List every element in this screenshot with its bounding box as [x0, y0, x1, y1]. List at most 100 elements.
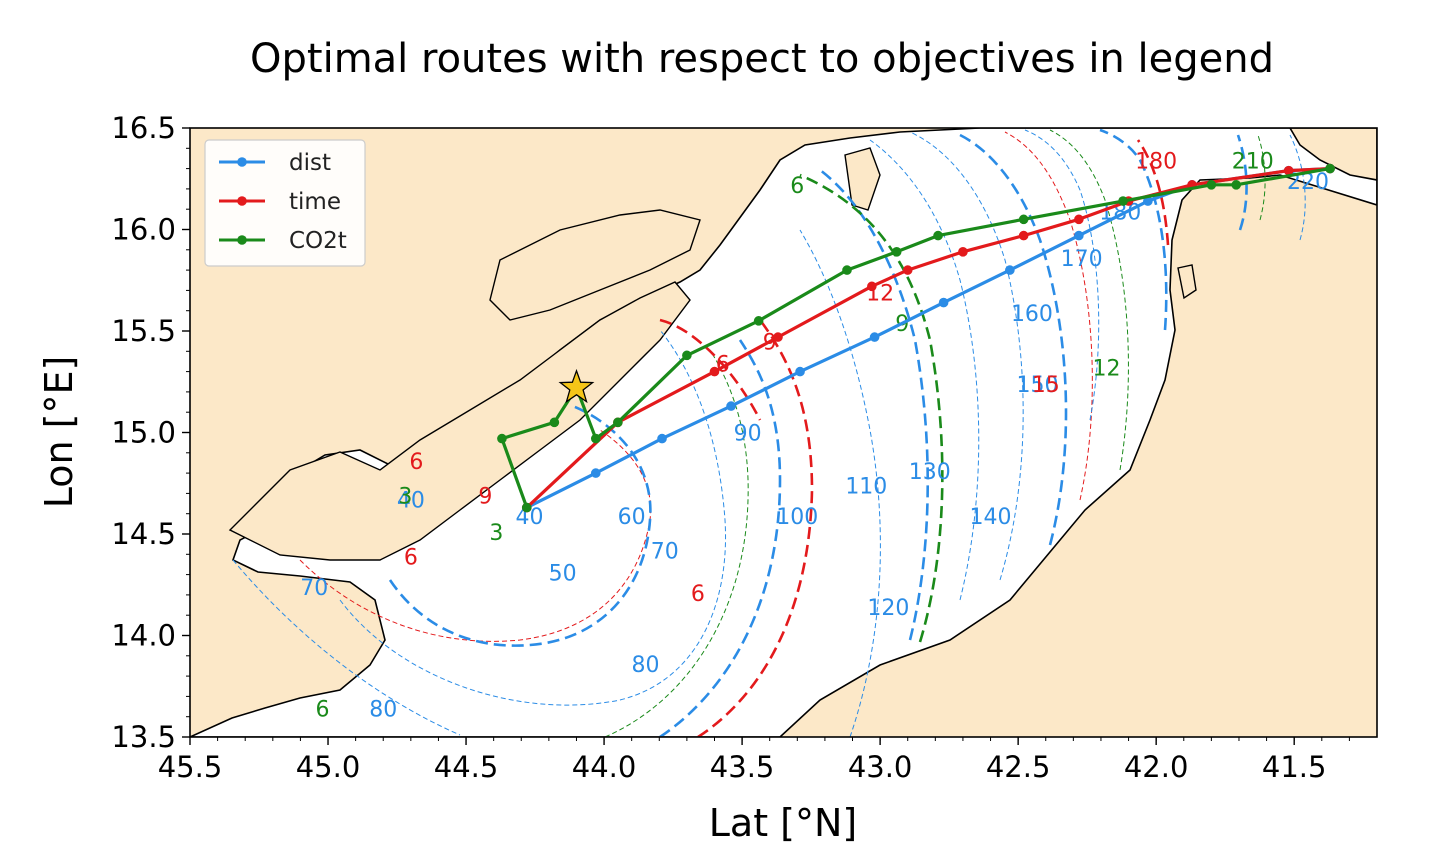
routes [497, 163, 1335, 513]
y-tick-label: 16.5 [111, 111, 176, 145]
plot-area [190, 128, 1377, 737]
contour-label: 150 [1016, 373, 1058, 398]
route-point-co2t [613, 417, 623, 428]
route-point-dist [795, 366, 805, 377]
contour-label: 6 [790, 174, 804, 199]
contour-label: 40 [397, 489, 425, 514]
route-point-dist [590, 468, 601, 478]
contour-label: 6 [691, 582, 705, 607]
route-point-co2t [1018, 214, 1029, 225]
contour-label: 130 [909, 460, 951, 485]
route-point-time [709, 366, 720, 377]
route-point-dist [1074, 230, 1084, 241]
legend: dist time CO2t [204, 139, 366, 267]
legend-marker [237, 235, 247, 245]
contour-label: 70 [651, 539, 679, 564]
x-tick-label: 43.0 [848, 750, 913, 784]
contour-label: 70 [300, 576, 328, 601]
y-tick-label: 13.5 [111, 720, 176, 754]
route-point-co2t [842, 265, 852, 275]
route-point-co2t [497, 433, 507, 444]
x-tick-label: 42.0 [1124, 750, 1189, 784]
x-tick-label: 42.5 [986, 750, 1051, 784]
contour-lines [232, 128, 1306, 737]
contour-labels: 4040506070708080901001101201301401501601… [300, 150, 1329, 723]
route-point-dist [1143, 196, 1153, 206]
legend-box [204, 139, 366, 267]
legend-marker [237, 196, 247, 206]
coast-island [844, 147, 881, 211]
route-point-dist [726, 401, 736, 411]
contour-label: 160 [1011, 302, 1053, 327]
contour-label: 180 [1135, 150, 1177, 175]
x-tick-label: 41.5 [1262, 750, 1327, 784]
y-axis-ticks: 13.5 14.0 14.5 15.0 15.5 16.0 16.5 [111, 111, 190, 754]
coast-island [1289, 128, 1377, 181]
route-point-co2t [891, 247, 902, 257]
route-point-time [958, 247, 968, 257]
contour-label: 6 [404, 545, 418, 570]
y-tick-label: 14.5 [111, 517, 176, 551]
x-axis-ticks: 45.5 45.0 44.5 44.0 43.5 43.0 42.5 42.0 41.5 [158, 737, 1350, 784]
route-point-dist [869, 332, 880, 342]
route-point-co2t [590, 433, 601, 444]
x-tick-label: 44.0 [572, 750, 637, 784]
x-tick-label: 45.5 [158, 750, 223, 784]
contour-label: 50 [549, 562, 577, 587]
y-tick-label: 14.0 [111, 619, 176, 653]
route-point-co2t [1206, 180, 1217, 190]
coast-island [228, 281, 691, 561]
x-tick-label: 43.5 [710, 750, 775, 784]
route-point-co2t [753, 316, 764, 326]
x-tick-label: 44.5 [434, 750, 499, 784]
route-point-time [1018, 230, 1029, 241]
route-point-co2t [1325, 163, 1335, 174]
route-point-co2t [1231, 180, 1242, 190]
y-tick-label: 15.5 [111, 314, 176, 348]
x-axis-label: Lat [°N] [709, 801, 858, 845]
route-point-dist [657, 433, 667, 444]
contour-label: 90 [734, 422, 762, 447]
legend-label: time [289, 189, 341, 215]
chart-title: Optimal routes with respect to objective… [250, 36, 1274, 82]
contour-label: 110 [845, 474, 887, 499]
start-star-icon [558, 368, 595, 404]
route-point-co2t [933, 230, 943, 241]
contour-label: 6 [316, 698, 330, 723]
route-point-co2t [1118, 196, 1128, 206]
route-line-co2t [500, 167, 1331, 509]
sea-region [190, 128, 1377, 737]
route-point-time [1283, 165, 1294, 176]
coast-island [1177, 264, 1197, 300]
contour-label: 6 [409, 450, 423, 475]
contour-label: 15 [1032, 373, 1060, 398]
y-axis-label: Lon [°E] [37, 356, 81, 509]
route-point-co2t [682, 350, 692, 361]
contour-label: 170 [1061, 247, 1103, 272]
route-point-dist [938, 297, 949, 308]
route-point-dist [1005, 265, 1015, 275]
y-tick-label: 15.0 [111, 416, 176, 450]
contour-label: 210 [1232, 150, 1274, 175]
x-tick-label: 45.0 [296, 750, 361, 784]
route-point-time [867, 281, 877, 292]
contour-label: 80 [369, 698, 397, 723]
coast-island [489, 209, 701, 321]
contour-label: 100 [776, 505, 818, 530]
contour-label: 9 [478, 485, 492, 510]
contour-label: 120 [867, 596, 909, 621]
route-point-co2t [521, 502, 532, 513]
contour-label: 140 [970, 505, 1012, 530]
legend-label: CO2t [289, 228, 347, 254]
contour-label: 12 [1092, 357, 1120, 382]
contour-label: 80 [631, 653, 659, 678]
route-point-co2t [549, 417, 560, 428]
contour-label: 3 [489, 521, 503, 546]
route-point-time [1074, 214, 1084, 225]
legend-marker [237, 157, 247, 167]
route-point-time [902, 265, 913, 275]
contour-label: 60 [618, 505, 646, 530]
y-tick-label: 16.0 [111, 213, 176, 247]
route-point-time [773, 332, 783, 342]
